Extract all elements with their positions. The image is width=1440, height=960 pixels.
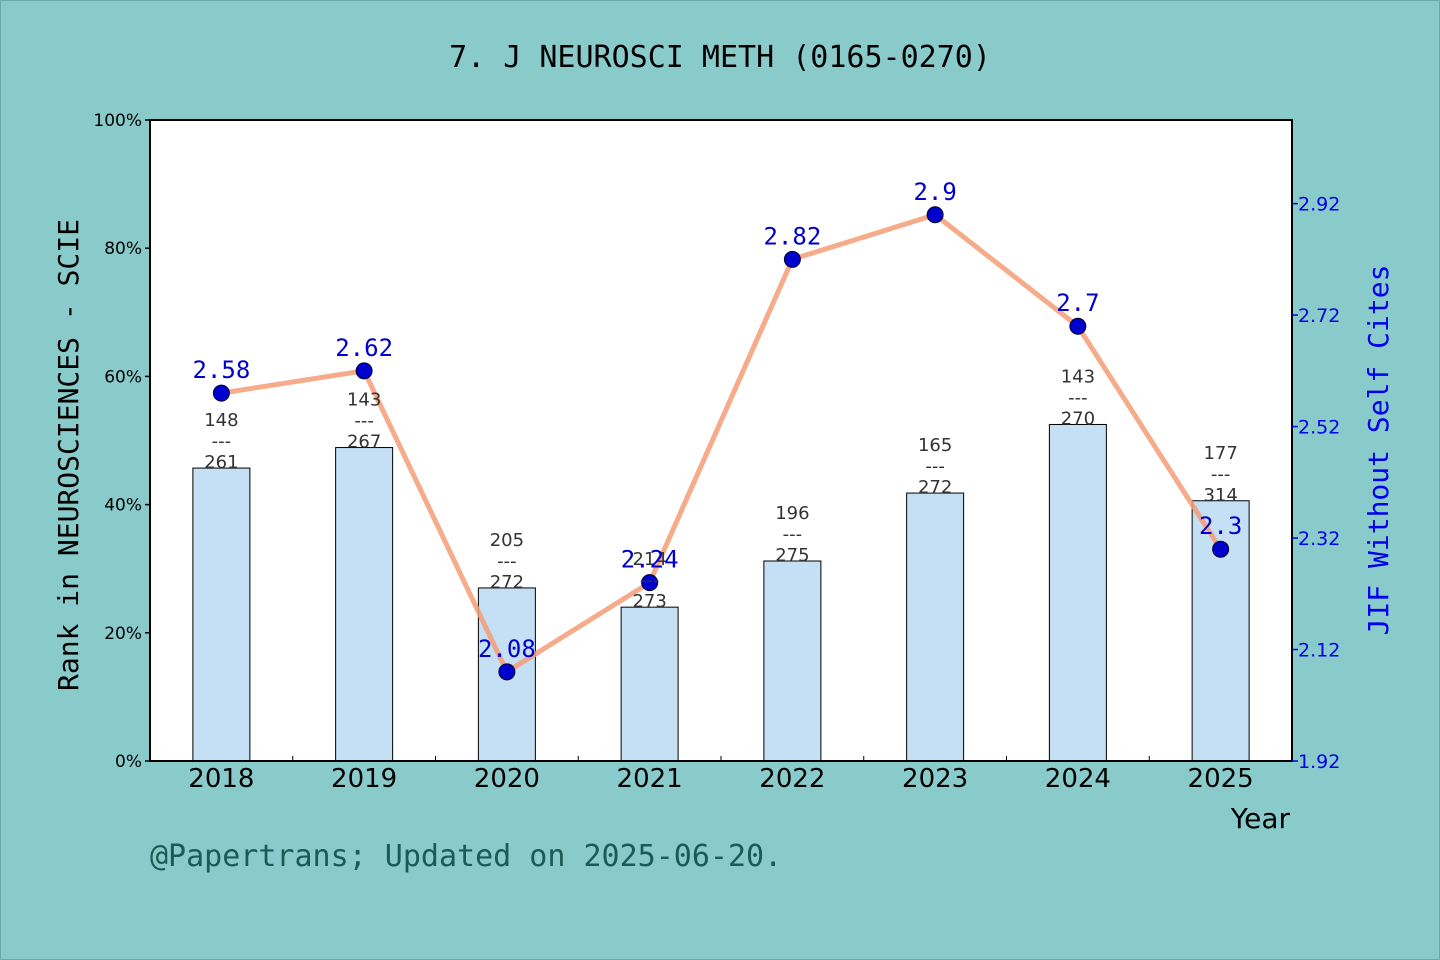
jif-labels-group: 2.58 2.62 2.08 2.24 2.82 2.9 2.7 2.3 <box>192 178 1242 663</box>
jif-point-2018 <box>212 384 230 402</box>
right-tick-label: 2.72 <box>1298 305 1340 327</box>
left-tick-label: 0% <box>115 752 142 772</box>
left-axis-title: Rank in NEUROSCIENCES - SCIE <box>52 219 85 691</box>
bar-2021 <box>620 606 679 762</box>
x-tick-label-2021: 2021 <box>617 764 683 794</box>
rank-total-2023: 272 <box>918 477 952 498</box>
rank-total-2025: 314 <box>1203 485 1237 506</box>
x-tick-label-2020: 2020 <box>474 764 540 794</box>
bar-2024 <box>1048 423 1107 762</box>
rank-label-2024: 143 <box>1061 366 1095 387</box>
chart-title: 7. J NEUROSCI METH (0165-0270) <box>449 40 991 75</box>
rank-total-2021: 273 <box>632 591 666 612</box>
x-tick-label-2025: 2025 <box>1188 764 1254 794</box>
rank-separator-2025: --- <box>1211 464 1231 485</box>
plot-area <box>150 120 1292 761</box>
rank-total-2019: 267 <box>347 432 381 453</box>
jif-point-2025 <box>1212 540 1230 558</box>
right-axis: 1.92 2.12 2.32 2.52 2.72 2.92 <box>1292 194 1340 773</box>
rank-separator-2022: --- <box>783 524 803 545</box>
left-tick-label: 100% <box>93 111 142 131</box>
jif-value-label-2023: 2.9 <box>913 178 956 206</box>
jif-value-label-2022: 2.82 <box>763 222 821 250</box>
left-axis: 0% 20% 40% 60% 80% 100% <box>93 111 150 772</box>
jif-point-2021 <box>641 574 659 592</box>
jif-value-label-2025: 2.3 <box>1199 512 1242 540</box>
right-tick-label: 1.92 <box>1298 751 1340 773</box>
right-axis-title: JIF Without Self Cites <box>1362 265 1395 636</box>
x-tick-label-2018: 2018 <box>188 764 254 794</box>
rank-label-2021: 214 <box>632 549 666 570</box>
rank-label-2019: 143 <box>347 390 381 411</box>
jif-point-2022 <box>783 250 801 268</box>
jif-point-2019 <box>355 362 373 380</box>
jif-value-label-2019: 2.62 <box>335 334 393 362</box>
jif-value-label-2018: 2.58 <box>192 356 250 384</box>
rank-separator-2024: --- <box>1068 387 1088 408</box>
rank-label-2023: 165 <box>918 435 952 456</box>
rank-separator-2020: --- <box>497 551 517 572</box>
bar-2023 <box>906 492 965 762</box>
x-axis: 2018 2019 2020 2021 2022 2023 2024 2025 <box>149 756 1293 794</box>
jif-value-label-2020: 2.08 <box>478 635 536 663</box>
rank-separator-2019: --- <box>354 411 374 432</box>
rank-separator-2023: --- <box>925 456 945 477</box>
bar-2019 <box>335 447 394 762</box>
rank-separator-2021: --- <box>640 570 660 591</box>
left-tick-label: 20% <box>104 624 142 644</box>
x-tick-label-2022: 2022 <box>759 764 825 794</box>
bar-2018 <box>192 467 251 762</box>
line-group <box>212 206 1230 681</box>
right-tick-label: 2.32 <box>1298 528 1340 550</box>
jif-line <box>220 212 1223 675</box>
rank-label-2018: 148 <box>204 410 238 431</box>
x-tick-label-2019: 2019 <box>331 764 397 794</box>
jif-point-2023 <box>926 206 944 224</box>
left-tick-label: 60% <box>104 367 142 387</box>
jif-value-label-2024: 2.7 <box>1056 289 1099 317</box>
right-tick-label: 2.12 <box>1298 640 1340 662</box>
rank-label-2022: 196 <box>775 503 809 524</box>
jif-point-2020 <box>498 663 516 681</box>
rank-label-2020: 205 <box>490 530 524 551</box>
rank-total-2018: 261 <box>204 452 238 473</box>
left-tick-label: 40% <box>104 496 142 516</box>
bar-2022 <box>763 560 822 762</box>
right-tick-label: 2.92 <box>1298 194 1340 216</box>
x-tick-label-2024: 2024 <box>1045 764 1111 794</box>
footer-credit: @Papertrans; Updated on 2025-06-20. <box>150 839 782 874</box>
right-tick-label: 2.52 <box>1298 417 1340 439</box>
left-tick-label: 80% <box>104 239 142 259</box>
jif-point-2024 <box>1069 317 1087 335</box>
rank-separator-2018: --- <box>212 431 232 452</box>
rank-label-2025: 177 <box>1203 443 1237 464</box>
rank-labels-group: 148---261143---267205---272214---273196-… <box>204 366 1238 612</box>
rank-total-2024: 270 <box>1061 408 1095 429</box>
jif-value-label-2021: 2.24 <box>621 546 679 574</box>
x-tick-label-2023: 2023 <box>902 764 968 794</box>
rank-total-2020: 272 <box>490 572 524 593</box>
rank-total-2022: 275 <box>775 545 809 566</box>
x-axis-title: Year <box>1230 802 1291 835</box>
